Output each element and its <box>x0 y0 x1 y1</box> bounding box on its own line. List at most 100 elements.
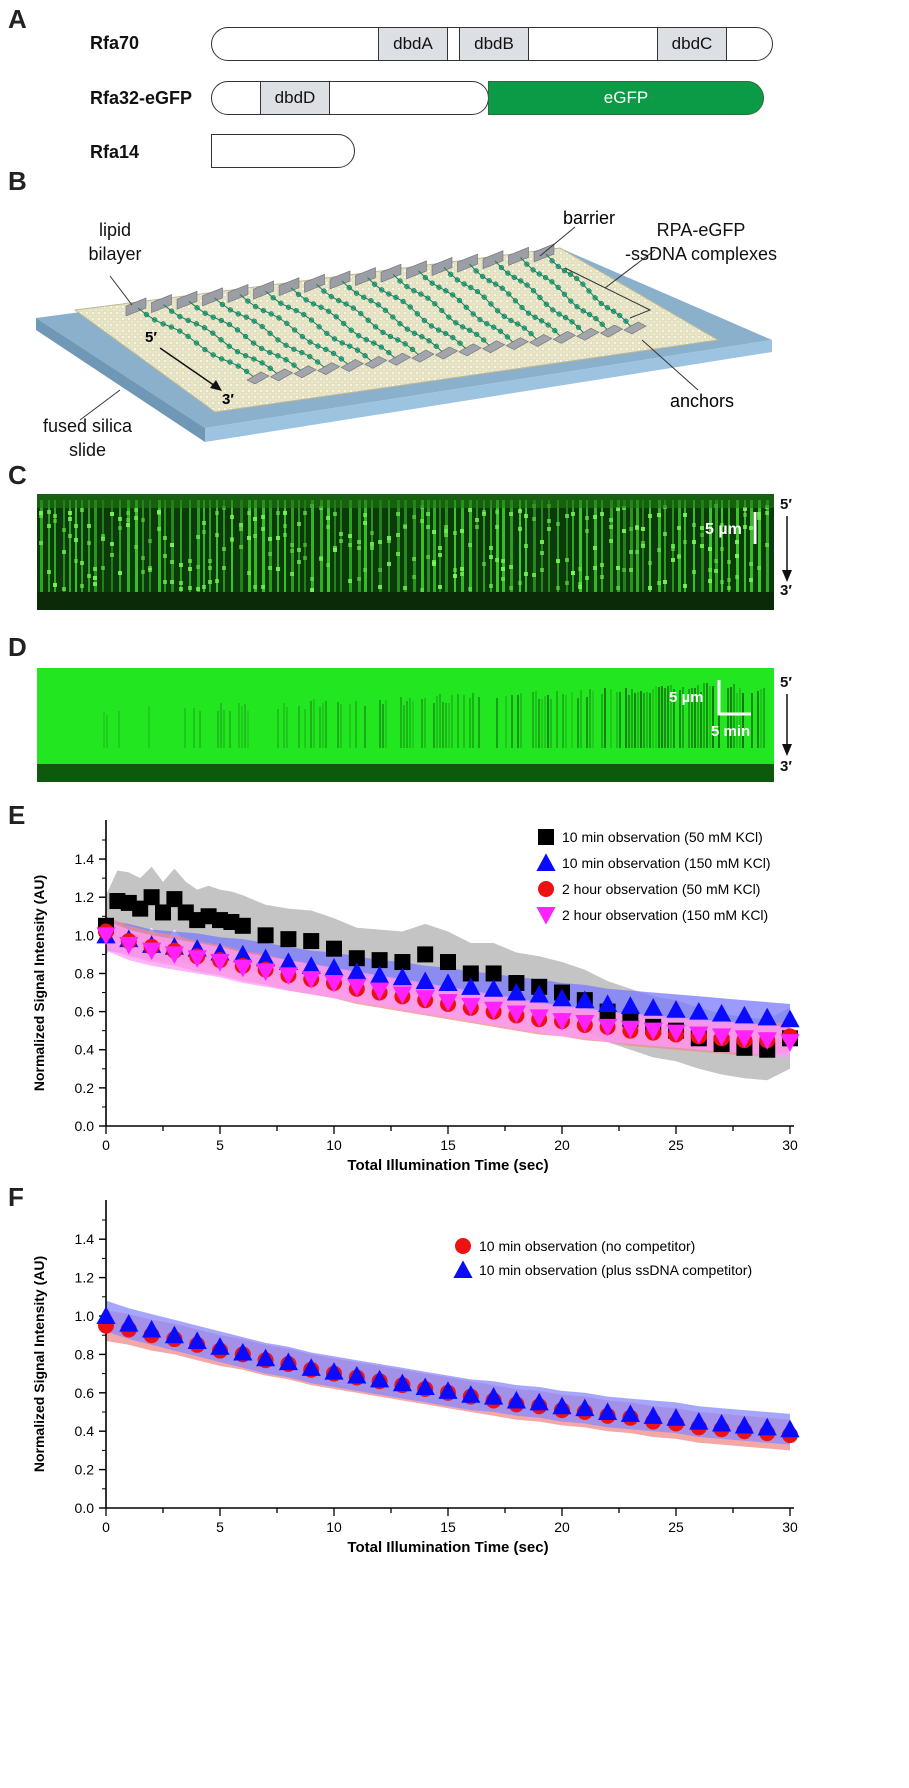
strand-punctum <box>641 527 645 531</box>
kymograph-dark-line <box>643 693 645 748</box>
f-legend-marker-1 <box>453 1260 473 1278</box>
strand-punctum <box>247 511 251 515</box>
strand-punctum <box>720 547 724 551</box>
barrier-segment <box>176 290 198 310</box>
strand-punctum <box>87 574 91 578</box>
strand-punctum <box>39 514 43 518</box>
strand-punctum <box>600 563 604 567</box>
e-point-s3 <box>552 1013 572 1031</box>
strand-punctum <box>616 566 620 570</box>
barrier-segment <box>380 263 402 283</box>
f-point-s1 <box>461 1385 481 1403</box>
strand-punctum <box>532 573 536 577</box>
curtain-strand <box>658 500 661 592</box>
e-point-s3 <box>210 954 230 972</box>
f-point-s1 <box>552 1396 572 1415</box>
strand-punctum <box>765 511 769 515</box>
curtain-strand <box>340 500 342 592</box>
kymograph-dark-line <box>586 697 588 748</box>
ssdna-strand <box>239 294 350 366</box>
e-point-s3 <box>689 1026 709 1045</box>
e-legend-marker-1 <box>536 853 556 871</box>
strand-punctum <box>53 583 57 587</box>
strand-punctum <box>276 511 280 515</box>
e-ytick-label: 1.0 <box>75 927 95 943</box>
strand-punctum <box>230 538 234 542</box>
strand-punctum <box>283 524 287 528</box>
image-d-arrow <box>782 694 792 756</box>
strand-punctum <box>208 559 212 563</box>
curtain-strand <box>216 500 218 592</box>
strand-punctum <box>297 522 301 526</box>
kymograph-dark-line <box>520 693 522 748</box>
kymograph-dark-line <box>544 696 546 748</box>
ssdna-strand <box>443 267 539 341</box>
strand-punctum <box>326 525 330 529</box>
strand-punctum <box>482 512 486 516</box>
anchor-pedestal <box>529 334 553 347</box>
strand-punctum <box>593 515 597 519</box>
rfa70-dbdc: dbdC <box>657 26 727 61</box>
strand-punctum <box>593 546 597 550</box>
f-ytick-label: 0.8 <box>75 1346 95 1362</box>
f-point-s1 <box>324 1362 344 1380</box>
strand-punctum <box>357 577 361 581</box>
strand-punctum <box>540 551 544 555</box>
strand-punctum <box>648 514 652 518</box>
strand-punctum <box>677 526 681 530</box>
kymograph-dark-line <box>667 686 669 748</box>
strand-punctum <box>118 571 122 575</box>
curtain-strand <box>636 500 639 592</box>
e-point-s1 <box>301 956 321 974</box>
curtain-strand <box>284 500 286 592</box>
anchors-label: anchors <box>670 391 734 411</box>
e-point-s1 <box>598 994 618 1012</box>
kymograph-dark-line <box>694 688 696 748</box>
ssdna-strand <box>494 260 586 335</box>
e-point-s0 <box>303 933 320 950</box>
kymograph-dark-line <box>322 703 324 748</box>
strand-punctum <box>348 579 352 583</box>
strand-punctum <box>170 543 174 547</box>
strand-punctum <box>403 586 407 590</box>
panel-c-label: C <box>8 460 27 490</box>
kymograph-dark-line <box>673 689 675 748</box>
e-point-s3 <box>415 990 435 1008</box>
f-point-s1 <box>164 1325 184 1344</box>
image-c-arrow <box>782 516 792 582</box>
strand-punctum <box>708 579 712 583</box>
kymograph-dark-line <box>424 698 426 748</box>
kymograph-dark-line <box>379 700 381 748</box>
f-point-s1 <box>119 1314 139 1332</box>
f-error-band-1 <box>106 1300 790 1445</box>
strand-punctum <box>163 554 167 558</box>
kymograph-dark-line <box>319 707 321 748</box>
strand-punctum <box>735 540 739 544</box>
strand-punctum <box>671 547 675 551</box>
kymograph-dark-line <box>670 685 672 748</box>
curtain-strand <box>566 500 568 592</box>
e-point-s3 <box>301 971 321 989</box>
ssdna-strand <box>469 263 562 338</box>
curtain-strand <box>88 500 90 592</box>
strand-punctum <box>101 534 105 538</box>
kymograph-dark-line <box>640 691 642 748</box>
strand-punctum <box>720 580 724 584</box>
strand-punctum <box>179 581 183 585</box>
e-point-s3 <box>780 1034 800 1052</box>
e-point-s3 <box>233 959 253 978</box>
strand-punctum <box>387 539 391 543</box>
kymograph-dark-line <box>442 702 444 748</box>
e-xtick-label: 25 <box>668 1137 684 1153</box>
curtain-strand <box>94 500 97 592</box>
f-point-s1 <box>484 1387 504 1405</box>
f-point-s1 <box>780 1419 800 1438</box>
kymograph-dark-line <box>763 688 765 748</box>
strand-punctum <box>482 562 486 566</box>
strand-punctum <box>268 566 272 570</box>
strand-punctum <box>157 511 161 515</box>
curtain-strand <box>533 500 536 592</box>
f-point-s1 <box>278 1352 298 1371</box>
kymograph-dark-line <box>229 711 231 748</box>
barrier-segment <box>151 294 172 314</box>
